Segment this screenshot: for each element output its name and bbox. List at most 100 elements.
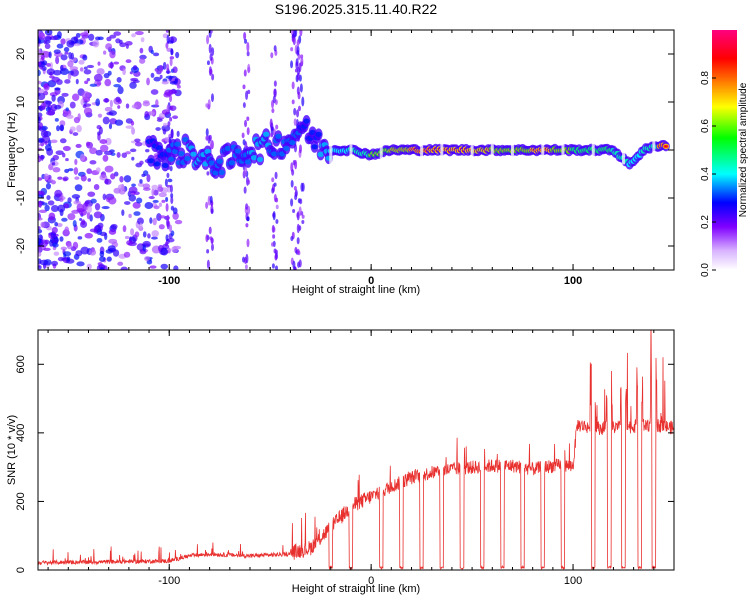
spectral-streak-blob: [247, 63, 251, 74]
spectral-streak-blob: [206, 249, 210, 254]
spectral-gap-column: [653, 270, 655, 510]
spectral-noise-blob: [95, 167, 101, 173]
spectral-noise-blob: [115, 96, 121, 103]
spectral-streak-blob: [242, 139, 246, 146]
spectral-noise-blob: [97, 61, 101, 66]
spectral-noise-blob: [73, 167, 79, 175]
spectral-noise-blob: [144, 256, 151, 262]
spectral-gap-column: [491, 270, 493, 510]
spectral-noise-blob: [84, 200, 90, 205]
spectral-streak-blob: [244, 119, 248, 128]
spectral-streak-blob: [243, 186, 247, 194]
spectral-noise-blob: [84, 232, 93, 239]
spectral-noise-blob: [70, 68, 79, 77]
spectral-noise-blob: [102, 116, 110, 125]
spectral-noise-blob: [38, 237, 42, 245]
spectral-noise-blob: [134, 30, 144, 36]
spectral-noise-blob: [52, 69, 62, 76]
ridge-band: [315, 131, 322, 137]
spectral-noise-blob: [89, 160, 97, 165]
spectral-noise-blob: [80, 153, 86, 161]
spectral-streak-blob: [165, 30, 169, 33]
spectral-noise-blob: [44, 204, 50, 212]
spectral-noise-blob: [79, 217, 83, 222]
spectral-noise-blob: [172, 66, 178, 74]
spectral-noise-blob: [38, 209, 48, 214]
spectral-noise-blob: [137, 182, 144, 187]
spectral-noise-blob: [110, 223, 118, 230]
spectral-noise-blob: [56, 223, 63, 228]
spectral-streak-blob: [301, 219, 305, 225]
spectral-noise-blob: [129, 148, 137, 153]
spectral-noise-blob: [136, 243, 145, 251]
spectral-streak-blob: [295, 61, 299, 70]
ridge-band: [262, 131, 270, 137]
spectral-noise-blob: [93, 211, 103, 219]
spectral-streak-blob: [169, 224, 173, 233]
spectral-noise-blob: [95, 149, 103, 156]
spectrogram-ylabel: Frequency (Hz): [6, 112, 18, 188]
ridge-band: [174, 141, 181, 147]
spectral-streak-blob: [246, 238, 250, 248]
spectral-noise-blob: [67, 72, 72, 80]
y-tick-label: 200: [15, 492, 27, 510]
spectral-noise-blob: [97, 133, 101, 141]
spectral-streak-blob: [211, 73, 215, 81]
spectral-streak-blob: [170, 49, 174, 55]
spectral-streak-blob: [273, 248, 277, 254]
spectral-noise-blob: [176, 84, 181, 89]
spectral-noise-blob: [151, 236, 158, 240]
spectral-noise-blob: [38, 194, 44, 198]
spectral-noise-blob: [38, 143, 41, 147]
spectral-streak-blob: [273, 182, 277, 187]
spectral-noise-blob: [171, 246, 178, 253]
spectral-noise-blob: [42, 60, 48, 66]
spectral-noise-blob: [151, 184, 159, 190]
spectral-noise-blob: [46, 68, 56, 76]
spectral-streak-blob: [166, 214, 170, 222]
spectral-noise-blob: [105, 43, 113, 50]
spectral-noise-blob: [145, 148, 150, 153]
spectral-noise-blob: [48, 212, 56, 221]
spectral-streak-blob: [210, 93, 214, 103]
spectral-noise-blob: [169, 80, 178, 85]
y-tick-label: 0: [15, 567, 27, 573]
spectral-streak-blob: [210, 204, 214, 215]
spectral-streak-blob: [165, 203, 169, 212]
spectral-noise-blob: [40, 221, 45, 228]
spectral-noise-blob: [72, 220, 77, 228]
colorbar-tick-label: 0.4: [700, 167, 711, 181]
ridge-band: [250, 155, 258, 161]
spectral-noise-blob: [85, 141, 91, 147]
spectral-streak-blob: [166, 104, 170, 113]
spectrogram-image: [38, 30, 670, 510]
spectral-streak-blob: [275, 204, 279, 210]
spectral-noise-blob: [124, 235, 130, 240]
ridge-band: [256, 156, 264, 163]
spectral-streak-blob: [208, 226, 212, 235]
spectral-noise-blob: [38, 190, 45, 196]
spectral-noise-blob: [108, 228, 117, 235]
spectral-noise-blob: [101, 205, 110, 210]
spectral-noise-blob: [86, 168, 92, 175]
spectral-streak-blob: [271, 242, 275, 247]
spectral-noise-blob: [103, 150, 113, 156]
spectral-noise-blob: [39, 239, 48, 248]
spectral-noise-blob: [48, 51, 52, 59]
spectral-noise-blob: [44, 36, 52, 42]
ridge-band: [178, 150, 185, 157]
spectral-noise-blob: [125, 151, 131, 155]
spectral-noise-blob: [38, 61, 42, 66]
ridge-band: [184, 155, 191, 162]
spectral-noise-blob: [65, 107, 69, 112]
spectral-noise-blob: [109, 50, 116, 59]
spectral-streak-blob: [241, 132, 245, 139]
spectral-streak-blob: [272, 210, 276, 221]
ridge-band: [283, 145, 290, 151]
spectral-noise-blob: [164, 136, 171, 142]
spectral-noise-blob: [153, 76, 161, 82]
spectral-noise-blob: [80, 174, 87, 182]
spectral-noise-blob: [133, 211, 141, 216]
